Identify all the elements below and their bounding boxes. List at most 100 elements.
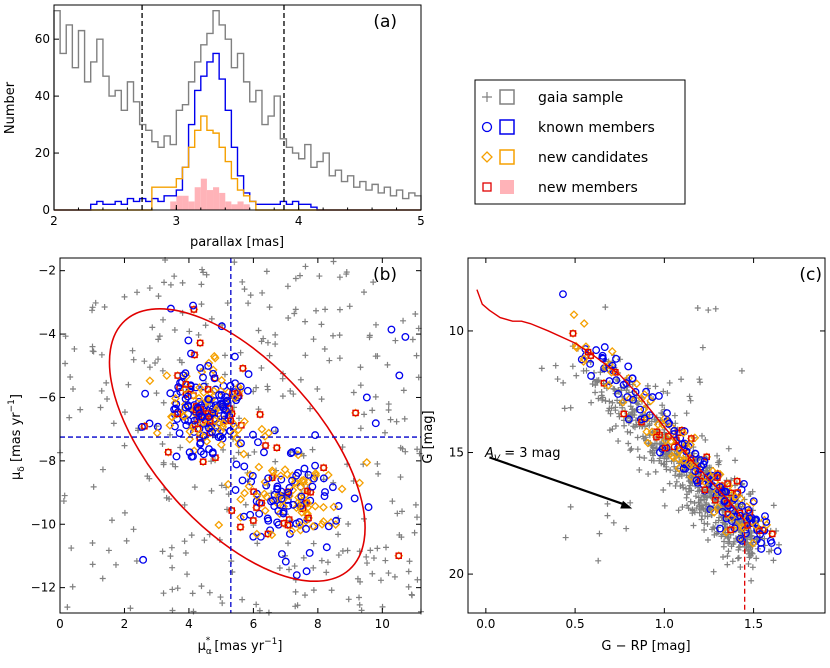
y-tick-label: 40 <box>35 89 50 103</box>
gaia-star <box>715 461 722 468</box>
known-member <box>311 461 320 470</box>
known-member <box>757 544 766 553</box>
gaia-star <box>130 356 137 363</box>
isochrone <box>476 289 746 522</box>
gaia-star <box>725 445 732 452</box>
gaia-star <box>169 607 176 614</box>
new-members-bar <box>182 195 189 210</box>
new-candidate <box>296 482 305 492</box>
gaia-star <box>623 525 630 532</box>
known-member <box>592 346 601 355</box>
known-member <box>137 422 146 431</box>
gaia-star <box>99 575 106 582</box>
gaia-star <box>309 446 316 453</box>
gaia-star <box>77 406 84 413</box>
gaia-star <box>105 547 112 554</box>
gaia-star <box>617 356 624 363</box>
known-member <box>654 391 663 400</box>
gaia-star <box>627 403 634 410</box>
gaia-star <box>538 365 545 372</box>
gaia-star <box>178 359 185 366</box>
gaia-star <box>749 564 756 571</box>
gaia-star <box>239 278 246 285</box>
new-member <box>305 514 312 522</box>
gaia-star <box>610 519 617 526</box>
gaia-star <box>310 564 317 571</box>
known-member <box>645 411 654 420</box>
panel-c-xlabel: G − RP [mag] <box>601 639 690 654</box>
gaia-star <box>627 429 634 436</box>
panel-c-cmd: 0.0 0.5 1.0 1.5 10 15 20 (c) G − RP [mag] G [m… <box>421 257 826 654</box>
new-member <box>204 410 212 417</box>
known-member <box>187 452 196 461</box>
new-member <box>250 517 257 524</box>
gaia-star <box>696 376 703 383</box>
known-member <box>189 301 197 310</box>
gaia-star <box>691 500 698 507</box>
gaia-star <box>606 398 613 405</box>
known-member <box>287 448 296 457</box>
new-candidate <box>171 393 180 403</box>
known-member <box>670 426 679 435</box>
gaia-star <box>592 382 599 389</box>
gaia-star <box>356 594 363 601</box>
new-members-bar <box>243 204 250 210</box>
known-member <box>636 405 645 414</box>
legend-label: new members <box>538 180 638 196</box>
gaia-star <box>634 446 641 453</box>
gaia-star <box>357 578 364 585</box>
gaia-star <box>231 259 238 266</box>
gaia-star <box>324 559 331 566</box>
gaia-star <box>624 428 631 435</box>
legend-label: new candidates <box>538 150 648 166</box>
gaia-star <box>208 487 215 494</box>
new-member <box>250 488 257 495</box>
gaia-star <box>724 553 731 560</box>
gaia-star <box>686 488 693 495</box>
known-member <box>230 352 239 361</box>
new-member <box>264 530 272 538</box>
known-member <box>362 393 371 402</box>
gaia-star <box>656 455 663 462</box>
gaia-sample-histogram <box>53 9 422 210</box>
gaia-star <box>397 474 404 481</box>
gaia-star <box>698 516 705 523</box>
gaia-star <box>374 353 381 360</box>
gaia-star <box>725 548 732 555</box>
gaia-star <box>253 384 260 391</box>
gaia-star <box>159 367 166 374</box>
gaia-star <box>726 538 733 545</box>
new-member <box>620 410 628 418</box>
gaia-star <box>694 305 701 312</box>
gaia-star <box>658 460 665 467</box>
new-candidate <box>287 526 297 536</box>
gaia-star <box>127 605 134 612</box>
known-member <box>196 412 205 421</box>
new-member <box>262 442 269 449</box>
new-candidate <box>152 428 162 438</box>
gaia-star <box>675 507 682 514</box>
gaia-star <box>393 418 400 425</box>
gaia-star <box>290 391 297 398</box>
y-tick-label: −8 <box>38 454 56 468</box>
gaia-star <box>667 467 674 474</box>
new-candidate <box>239 449 249 459</box>
known-member <box>302 524 310 533</box>
gaia-star <box>346 303 353 310</box>
gaia-star <box>255 327 262 334</box>
gaia-star <box>367 547 374 554</box>
new-candidate <box>216 414 226 424</box>
new-candidate <box>260 506 270 516</box>
gaia-star <box>264 339 271 346</box>
new-member <box>237 523 244 531</box>
gaia-star <box>62 333 69 340</box>
new-member <box>724 510 732 518</box>
known-member <box>217 391 226 400</box>
gaia-star <box>297 376 304 383</box>
gaia-star <box>191 484 198 491</box>
gaia-star <box>322 306 329 313</box>
gaia-star <box>336 306 343 313</box>
gaia-star <box>189 590 196 597</box>
gaia-star <box>747 490 754 497</box>
known-member <box>207 422 216 431</box>
